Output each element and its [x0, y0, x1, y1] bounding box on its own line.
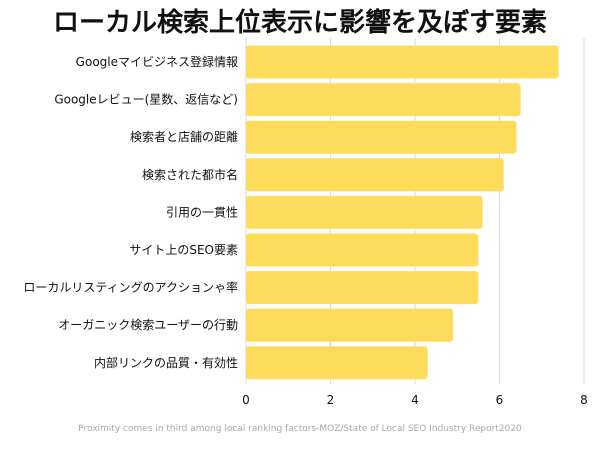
- category-label-2: 検索者と店舗の距離: [130, 130, 238, 144]
- category-label-1: Googleレビュー(星数、返信など): [54, 92, 238, 107]
- category-label-5: サイト上のSEO要素: [129, 243, 238, 257]
- bar-8: [246, 346, 428, 380]
- category-label-7: オーガニック検索ユーザーの行動: [58, 318, 238, 332]
- category-label-6: ローカルリスティングのアクションゃ率: [23, 280, 238, 295]
- category-label-0: Googleマイビジネス登録情報: [76, 54, 238, 69]
- x-tick-label-1: 2: [327, 393, 335, 407]
- chart-title: ローカル検索上位表示に影響を及ぼす要素: [52, 8, 547, 38]
- bar-7: [246, 308, 454, 342]
- x-axis-ticks: 0 2 4 6 8: [242, 393, 588, 407]
- bar-6: [246, 271, 479, 305]
- bars: [246, 45, 559, 380]
- bar-4: [246, 195, 483, 229]
- bar-2: [246, 120, 517, 154]
- category-labels: Googleマイビジネス登録情報 Googleレビュー(星数、返信など) 検索者と店…: [23, 54, 238, 370]
- x-tick-label-3: 6: [496, 393, 504, 407]
- bar-3: [246, 158, 504, 192]
- x-tick-label-4: 8: [580, 393, 588, 407]
- chart-caption: Proximity comes in third among local ran…: [78, 424, 522, 434]
- category-label-8: 内部リンクの品質・有効性: [94, 355, 238, 370]
- category-label-4: 引用の一貫性: [166, 205, 238, 219]
- bar-5: [246, 233, 479, 267]
- bar-0: [246, 45, 559, 79]
- x-tick-label-0: 0: [242, 393, 250, 407]
- category-label-3: 検索された都市名: [142, 167, 238, 182]
- bar-1: [246, 83, 521, 117]
- x-tick-label-2: 4: [411, 393, 419, 407]
